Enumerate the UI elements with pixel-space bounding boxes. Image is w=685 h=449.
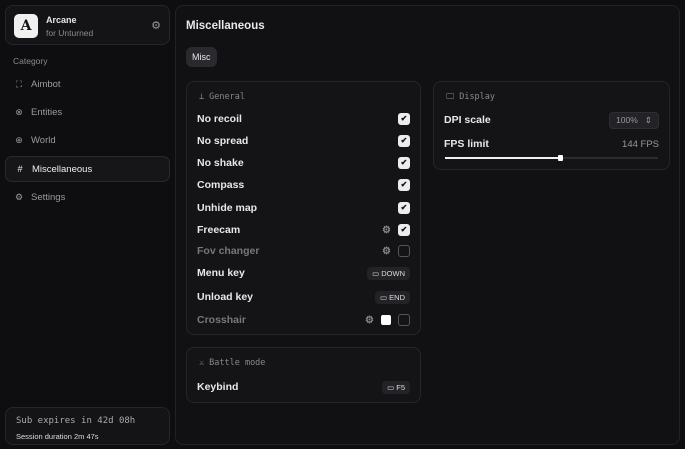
app-name: Arcane	[46, 15, 77, 25]
unload-key-button[interactable]: ▭ END	[374, 290, 410, 304]
freecam-row: Freecam ⚙ ✔	[197, 220, 410, 240]
no-spread-checkbox[interactable]: ✔	[398, 135, 410, 147]
keybind-button[interactable]: ▭ F5	[382, 380, 410, 394]
app-subtitle: for Unturned	[46, 28, 94, 38]
crosshair-row: Crosshair ⚙	[197, 310, 410, 330]
crosshair-checkbox[interactable]	[398, 314, 410, 326]
sidebar-item-entities[interactable]: ⊗ Entities	[5, 99, 170, 125]
row-label: No recoil	[197, 113, 242, 125]
brand-card: A Arcane for Unturned ⚙	[5, 5, 170, 45]
settings-icon: ⚙	[14, 191, 24, 202]
dpi-scale-row: DPI scale 100% ⇕	[444, 110, 659, 130]
sidebar-item-label: Entities	[31, 106, 63, 118]
key-value: END	[389, 292, 405, 302]
row-label: Menu key	[197, 267, 245, 279]
section-title: Battle mode	[209, 358, 266, 368]
row-label: No spread	[197, 135, 249, 147]
session-duration: Session duration 2m 47s	[16, 432, 99, 441]
sidebar-item-miscellaneous[interactable]: # Miscellaneous	[5, 156, 170, 182]
general-icon: ⊥	[199, 92, 205, 102]
sidebar-item-world[interactable]: ⊕ World	[5, 127, 170, 153]
sidebar-item-label: Miscellaneous	[32, 163, 93, 175]
logo: A	[14, 14, 38, 38]
row-label: Freecam	[197, 224, 241, 236]
fps-slider-handle[interactable]	[558, 155, 564, 161]
keyboard-icon: ▭	[372, 268, 382, 278]
unload-key-row: Unload key ▭ END	[197, 287, 410, 307]
sidebar-item-label: World	[31, 134, 56, 146]
section-header: ⊥ General	[199, 92, 245, 102]
sidebar-item-aimbot[interactable]: ⛶ Aimbot	[5, 71, 170, 97]
fov-changer-row: Fov changer ⚙	[197, 241, 410, 261]
monitor-icon: 🖵	[446, 92, 455, 102]
menu-key-button[interactable]: ▭ DOWN	[367, 266, 410, 280]
crosshair-color-swatch[interactable]	[381, 315, 391, 325]
section-header: ⚔ Battle mode	[199, 358, 265, 368]
dpi-scale-select[interactable]: 100% ⇕	[609, 111, 659, 129]
gear-icon[interactable]: ⚙	[382, 245, 391, 257]
battle-mode-section: ⚔ Battle mode Keybind ▭ F5	[186, 347, 421, 403]
gear-icon[interactable]: ⚙	[151, 20, 161, 32]
gear-icon[interactable]: ⚙	[365, 314, 374, 326]
sidebar-item-settings[interactable]: ⚙ Settings	[5, 184, 170, 210]
unhide-map-row: Unhide map ✔	[197, 198, 410, 218]
no-shake-checkbox[interactable]: ✔	[398, 157, 410, 169]
battle-icon: ⚔	[199, 358, 205, 368]
gear-icon[interactable]: ⚙	[382, 224, 391, 236]
fov-changer-checkbox[interactable]	[398, 245, 410, 257]
fps-slider-fill	[445, 155, 564, 161]
no-spread-row: No spread ✔	[197, 131, 410, 151]
unhide-map-checkbox[interactable]: ✔	[398, 202, 410, 214]
page-title: Miscellaneous	[186, 20, 265, 32]
section-header: 🖵 Display	[446, 92, 495, 102]
fps-value: 144 FPS	[622, 138, 659, 150]
tab-misc[interactable]: Misc	[186, 47, 217, 67]
display-section: 🖵 Display DPI scale 100% ⇕ FPS limit 144 FP…	[433, 81, 670, 170]
row-label: DPI scale	[444, 114, 491, 126]
sidebar-item-label: Aimbot	[31, 78, 61, 90]
dpi-value: 100%	[616, 114, 638, 125]
row-label: No shake	[197, 157, 244, 169]
keyboard-icon: ▭	[387, 382, 397, 392]
row-label: Unload key	[197, 291, 254, 303]
compass-checkbox[interactable]: ✔	[398, 179, 410, 191]
keybind-row: Keybind ▭ F5	[197, 377, 410, 397]
no-recoil-row: No recoil ✔	[197, 109, 410, 129]
entities-icon: ⊗	[15, 106, 23, 117]
no-shake-row: No shake ✔	[197, 153, 410, 173]
row-label: Compass	[197, 179, 245, 191]
subscription-status: Sub expires in 42d 08h	[16, 416, 136, 426]
menu-key-row: Menu key ▭ DOWN	[197, 263, 410, 283]
stepper-icon: ⇕	[644, 114, 652, 125]
general-section: ⊥ General No recoil ✔ No spread ✔ No shake ✔…	[186, 81, 421, 335]
globe-icon: ⊕	[15, 134, 23, 145]
compass-row: Compass ✔	[197, 175, 410, 195]
row-label: Unhide map	[197, 202, 258, 214]
row-label: Crosshair	[197, 314, 247, 326]
row-label: FPS limit	[444, 138, 489, 150]
freecam-checkbox[interactable]: ✔	[398, 224, 410, 236]
sidebar-item-label: Settings	[31, 191, 66, 203]
key-value: DOWN	[381, 268, 405, 278]
no-recoil-checkbox[interactable]: ✔	[398, 113, 410, 125]
fps-slider[interactable]	[445, 155, 658, 161]
section-title: Display	[459, 92, 496, 102]
row-label: Keybind	[197, 381, 239, 393]
fps-limit-row: FPS limit 144 FPS	[444, 134, 659, 154]
crosshair-icon: ⛶	[15, 78, 23, 89]
subscription-card: Sub expires in 42d 08h Session duration …	[5, 407, 170, 445]
key-value: F5	[396, 382, 405, 392]
category-label: Category	[13, 56, 48, 66]
keyboard-icon: ▭	[379, 292, 390, 302]
section-title: General	[209, 92, 245, 102]
row-label: Fov changer	[197, 245, 260, 257]
grid-icon: #	[17, 164, 23, 174]
